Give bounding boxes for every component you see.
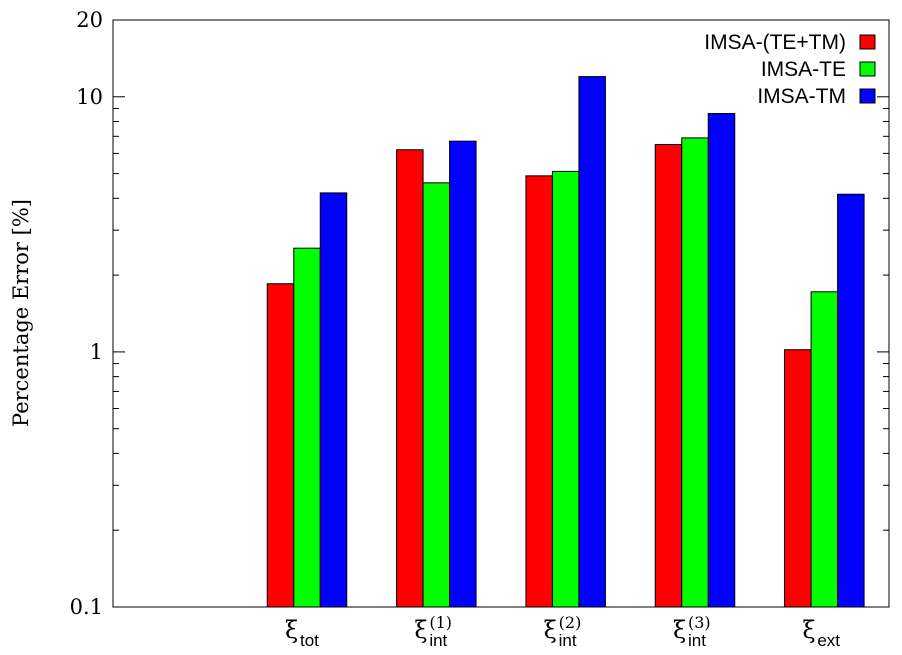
bar: [266, 283, 295, 608]
category-subscript: int: [559, 631, 577, 650]
category-subscript: ext: [817, 631, 840, 650]
bar: [319, 192, 348, 608]
category-symbol: ξ: [673, 616, 686, 644]
x-tick-label: ξ int(2): [544, 613, 582, 650]
category-superscript: (2): [559, 613, 582, 632]
category-subscript: int: [429, 631, 447, 650]
bar: [681, 137, 709, 608]
bar: [837, 193, 865, 608]
bar: [654, 144, 683, 608]
category-superscript: (3): [688, 613, 711, 632]
legend-label: IMSA-TE: [761, 58, 846, 81]
category-subscript: int: [688, 631, 706, 650]
x-tick-label: ξ tot: [285, 616, 319, 650]
x-tick-label: ξ ext: [802, 616, 840, 650]
bar: [707, 113, 736, 608]
legend-item: IMSA-TM: [757, 85, 876, 108]
legend-item: IMSA-TE: [761, 58, 876, 81]
x-tick-label: ξ int(3): [673, 613, 711, 650]
bar: [422, 182, 451, 608]
y-tick-label: 10: [76, 85, 103, 109]
y-tick-label: 0.1: [70, 595, 103, 619]
bar: [578, 76, 606, 608]
legend-item: IMSA-(TE+TM): [704, 31, 876, 54]
legend-swatch: [859, 34, 876, 50]
bar: [810, 291, 839, 608]
y-axis-ticks: [113, 19, 889, 608]
category-symbol: ξ: [414, 616, 427, 644]
legend-label: IMSA-TM: [757, 85, 846, 108]
bar: [396, 149, 424, 608]
legend-swatch: [859, 88, 876, 104]
bar: [525, 175, 553, 608]
plot-frame: [112, 19, 890, 608]
bar: [551, 170, 580, 608]
y-axis-tick-labels: 0.1 1 10 20: [70, 8, 103, 619]
x-axis-tick-labels: ξ tot ξ int(1) ξ int(2) ξ int(3) ξ ext: [285, 613, 840, 650]
category-symbol: ξ: [802, 616, 815, 644]
legend: IMSA-(TE+TM) IMSA-TE IMSA-TM: [704, 31, 876, 108]
y-tick-label: 1: [90, 340, 103, 364]
bar: [449, 140, 477, 608]
category-subscript: tot: [300, 631, 319, 650]
bar: [293, 247, 321, 608]
category-symbol: ξ: [544, 616, 557, 644]
y-tick-label: 20: [76, 8, 103, 32]
category-superscript: (1): [429, 613, 452, 632]
category-symbol: ξ: [285, 616, 298, 644]
legend-label: IMSA-(TE+TM): [704, 31, 846, 54]
bar: [784, 349, 812, 608]
y-axis-title: Percentage Error [%]: [9, 199, 33, 427]
bars: [266, 76, 865, 608]
x-tick-label: ξ int(1): [414, 613, 452, 650]
legend-swatch: [859, 61, 876, 77]
